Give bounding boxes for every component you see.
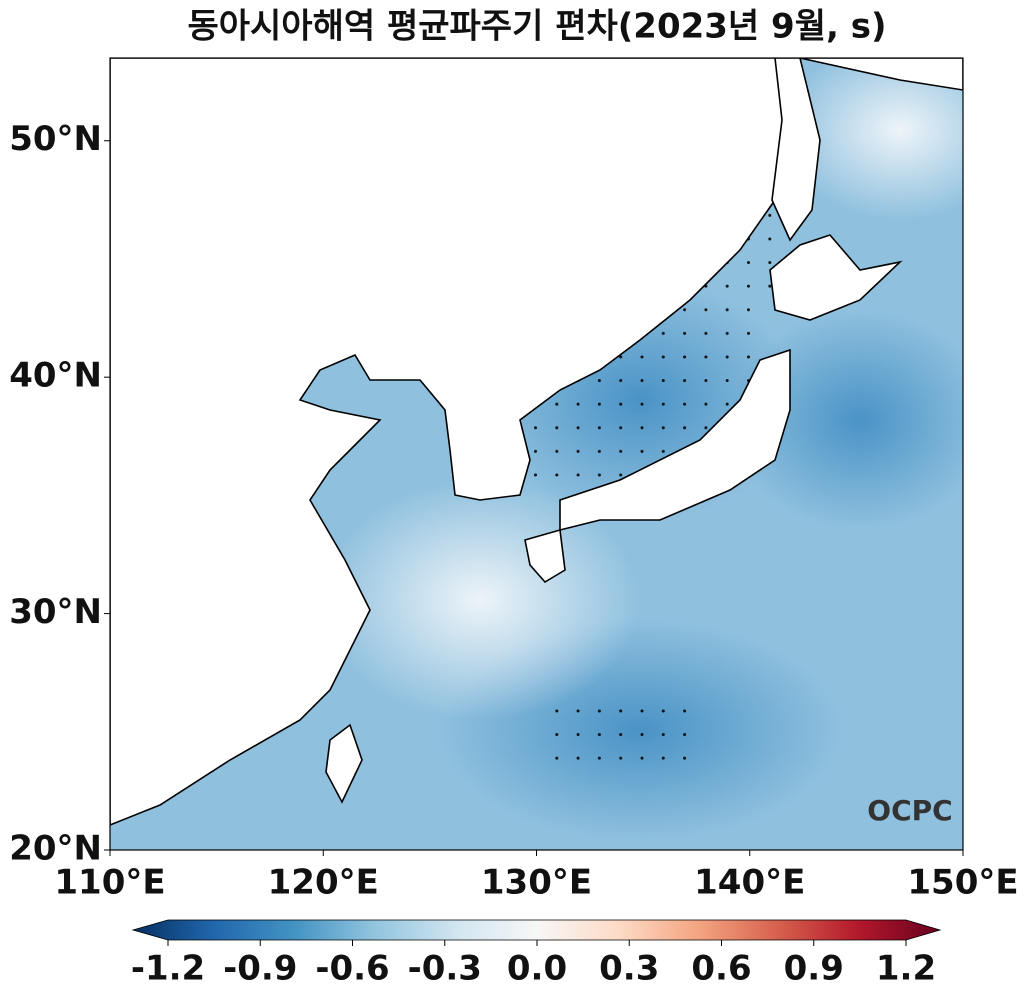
x-tick-label: 140°E — [694, 863, 805, 903]
colorbar-tick-label: 0.3 — [599, 949, 659, 989]
title: 동아시아해역 평균파주기 편차(2023년 9월, s) — [187, 7, 886, 47]
colorbar-tick-label: -1.2 — [131, 949, 205, 989]
watermark: OCPC — [867, 794, 952, 827]
y-tick-label: 20°N — [9, 829, 102, 869]
colorbar-tick-label: 0.0 — [507, 949, 567, 989]
y-tick-label: 40°N — [9, 356, 102, 396]
y-tick-label: 50°N — [9, 119, 102, 159]
ticks: 110°E 120°E 130°E 140°E 150°E 20°N 30°N 40°N 50°… — [9, 119, 1018, 988]
colorbar-tick-label: -0.6 — [315, 949, 389, 989]
x-tick-label: 110°E — [54, 863, 165, 903]
x-tick-label: 130°E — [481, 863, 592, 903]
colorbar-tick-label: 0.6 — [691, 949, 751, 989]
colorbar — [131, 919, 942, 941]
x-tick-label: 120°E — [268, 863, 379, 903]
y-tick-label: 30°N — [9, 592, 102, 632]
colorbar-tick-label: -0.9 — [223, 949, 297, 989]
map-field — [110, 58, 963, 850]
x-tick-label: 150°E — [907, 863, 1018, 903]
colorbar-tick-label: -0.3 — [408, 949, 482, 989]
colorbar-tick-label: 1.2 — [876, 949, 936, 989]
colorbar-tick-label: 0.9 — [784, 949, 844, 989]
